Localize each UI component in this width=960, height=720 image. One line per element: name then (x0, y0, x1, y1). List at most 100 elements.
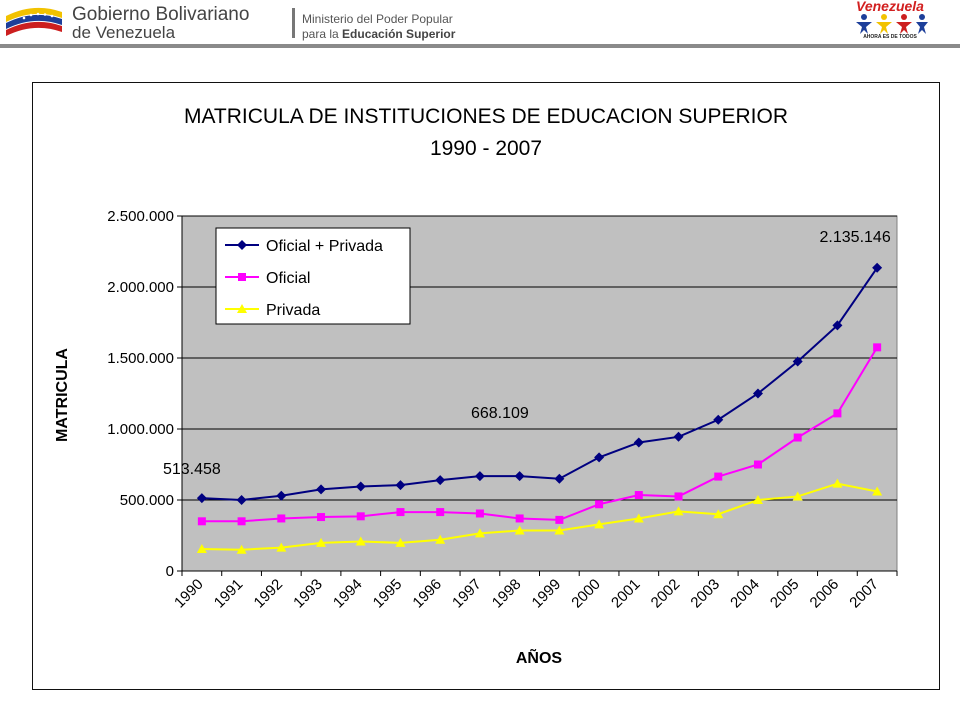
data-point (673, 506, 684, 516)
data-point (355, 536, 366, 546)
data-point (356, 512, 365, 521)
government-logo: Gobierno Bolivariano de Venezuela (4, 2, 304, 42)
flag-emblem-icon (6, 7, 62, 36)
data-point (713, 414, 724, 425)
annotations: 513.458 668.109 2.135.146 (163, 229, 891, 478)
x-tick-label: 2001 (608, 576, 644, 612)
ministry-line2: para la Educación Superior (302, 27, 455, 41)
data-point (395, 537, 406, 547)
x-tick-label: 2006 (807, 576, 843, 612)
data-point (872, 486, 883, 496)
data-point (595, 500, 604, 509)
gridlines (182, 215, 897, 501)
data-point (515, 514, 524, 523)
x-tick-label: 1996 (409, 576, 445, 612)
data-point (355, 481, 366, 492)
chart-title: MATRICULA DE INSTITUCIONES DE EDUCACION … (184, 105, 788, 128)
data-point (316, 484, 327, 495)
series-line (201, 267, 878, 502)
data-point (674, 492, 683, 501)
header-rule (0, 44, 960, 48)
series-0 (196, 262, 883, 505)
x-tick-label: 2004 (727, 576, 763, 612)
data-label: 668.109 (471, 405, 529, 422)
x-tick-label: 2002 (648, 576, 684, 612)
data-point (872, 262, 883, 273)
legend-item: Oficial (225, 270, 310, 287)
data-point (633, 513, 644, 523)
data-point (555, 515, 564, 524)
data-point (752, 495, 763, 504)
x-tick-label: 1994 (330, 576, 366, 612)
data-point (792, 356, 803, 367)
axes (177, 215, 898, 576)
data-point (435, 475, 446, 486)
data-point (236, 495, 247, 505)
x-tick-label: 1997 (449, 576, 485, 612)
data-point (276, 542, 287, 552)
series-line (201, 482, 878, 551)
enrollment-line-chart: MATRICULA DE INSTITUCIONES DE EDUCACION … (54, 105, 898, 667)
data-point (474, 471, 485, 482)
data-point (792, 491, 803, 501)
x-tick-label: 2005 (767, 576, 803, 612)
x-tick-label: 1998 (489, 576, 525, 612)
data-point (316, 537, 327, 547)
legend-item: Oficial + Privada (225, 238, 383, 255)
chart-frame: MATRICULA DE INSTITUCIONES DE EDUCACION … (32, 82, 940, 690)
gov-brand-line1: Gobierno Bolivariano (72, 4, 250, 25)
data-point (236, 544, 247, 554)
data-point (436, 508, 445, 517)
data-point (197, 517, 206, 526)
data-point (714, 472, 723, 481)
x-tick-label: 1990 (171, 576, 207, 612)
data-label: 513.458 (163, 461, 221, 478)
data-point (832, 478, 843, 488)
legend: Oficial + Privada Oficial Privada (215, 227, 411, 325)
legend-label: Privada (266, 302, 320, 319)
legend-swatch-marker (238, 273, 246, 281)
data-point (196, 493, 207, 504)
x-tick-labels: 1990 1991 1992 1993 1994 1995 1996 1997 1998 1999… (171, 576, 882, 612)
data-point (276, 490, 287, 501)
data-point (634, 491, 643, 500)
data-point (753, 460, 762, 469)
ministry-line2-bold: Educación Superior (342, 27, 456, 41)
data-point (832, 320, 843, 331)
data-point (594, 452, 605, 463)
header-banner: Gobierno Bolivariano de Venezuela Minist… (0, 0, 960, 48)
y-tick-label: 1.000.000 (107, 421, 174, 438)
venezuela-logo-slogan: AHORA ES DE TODOS (863, 34, 917, 40)
y-tick-label: 2.500.000 (107, 208, 174, 225)
data-point (633, 437, 644, 448)
x-tick-label: 2003 (687, 576, 723, 612)
data-point (793, 433, 802, 442)
series-2 (196, 478, 883, 554)
x-tick-label: 2000 (568, 576, 604, 612)
data-point (475, 509, 484, 518)
data-point (514, 471, 525, 482)
data-point (713, 509, 724, 519)
y-tick-labels: 0 500.000 1.000.000 1.500.000 2.000.000 2.500… (107, 208, 174, 580)
x-tick-label: 1992 (251, 576, 287, 612)
data-point (594, 519, 605, 529)
y-tick-label: 1.500.000 (107, 350, 174, 367)
x-tick-label: 1993 (290, 576, 326, 612)
legend-item: Privada (225, 302, 320, 319)
venezuela-logo: Venezuela AHORA ES DE TODOS (838, 0, 942, 44)
series-lines (196, 262, 883, 554)
data-point (196, 543, 207, 553)
y-tick-label: 500.000 (120, 492, 174, 509)
x-tick-label: 1995 (370, 576, 406, 612)
data-point (277, 514, 286, 523)
header-divider (292, 8, 295, 38)
y-axis-label: MATRICULA (54, 348, 71, 442)
data-point (435, 534, 446, 544)
chart-subtitle: 1990 - 2007 (430, 137, 542, 160)
venezuela-logo-word: Venezuela (856, 0, 924, 14)
y-tick-label: 0 (166, 563, 174, 580)
data-point (673, 431, 684, 442)
data-point (752, 388, 763, 399)
x-axis-label: AÑOS (516, 647, 563, 667)
data-point (395, 480, 406, 491)
